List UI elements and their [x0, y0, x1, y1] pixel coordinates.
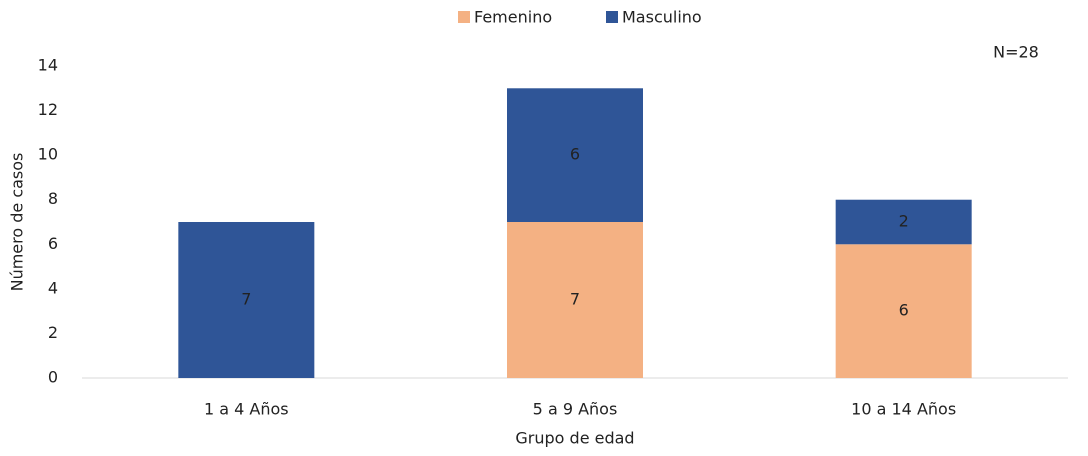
- y-tick-label: 14: [38, 56, 58, 75]
- data-label: 6: [899, 301, 909, 320]
- y-tick-label: 2: [48, 323, 58, 342]
- x-axis-label: Grupo de edad: [515, 429, 634, 448]
- legend-swatch: [458, 11, 470, 23]
- bar-segment: [507, 88, 643, 223]
- y-tick-label: 0: [48, 368, 58, 387]
- data-label: 7: [241, 290, 251, 309]
- legend-label: Masculino: [622, 8, 702, 27]
- y-tick-label: 8: [48, 189, 58, 208]
- legend-label: Femenino: [474, 8, 552, 27]
- data-label: 7: [570, 290, 580, 309]
- y-axis-label: Número de casos: [8, 153, 27, 292]
- bar-segment: [178, 222, 315, 378]
- bar-segment: [507, 222, 643, 378]
- data-label: 2: [899, 212, 909, 231]
- x-tick-label: 10 a 14 Años: [851, 400, 956, 419]
- y-tick-label: 6: [48, 234, 58, 253]
- x-tick-label: 1 a 4 Años: [204, 400, 289, 419]
- x-tick-label: 5 a 9 Años: [533, 400, 618, 419]
- legend-swatch: [606, 11, 618, 23]
- data-label: 6: [570, 145, 580, 164]
- annotation: N=28: [993, 43, 1039, 62]
- bar-segment: [835, 199, 972, 245]
- y-tick-label: 12: [38, 100, 58, 119]
- y-tick-label: 4: [48, 278, 58, 297]
- bar-segment: [835, 244, 972, 378]
- y-tick-label: 10: [38, 145, 58, 164]
